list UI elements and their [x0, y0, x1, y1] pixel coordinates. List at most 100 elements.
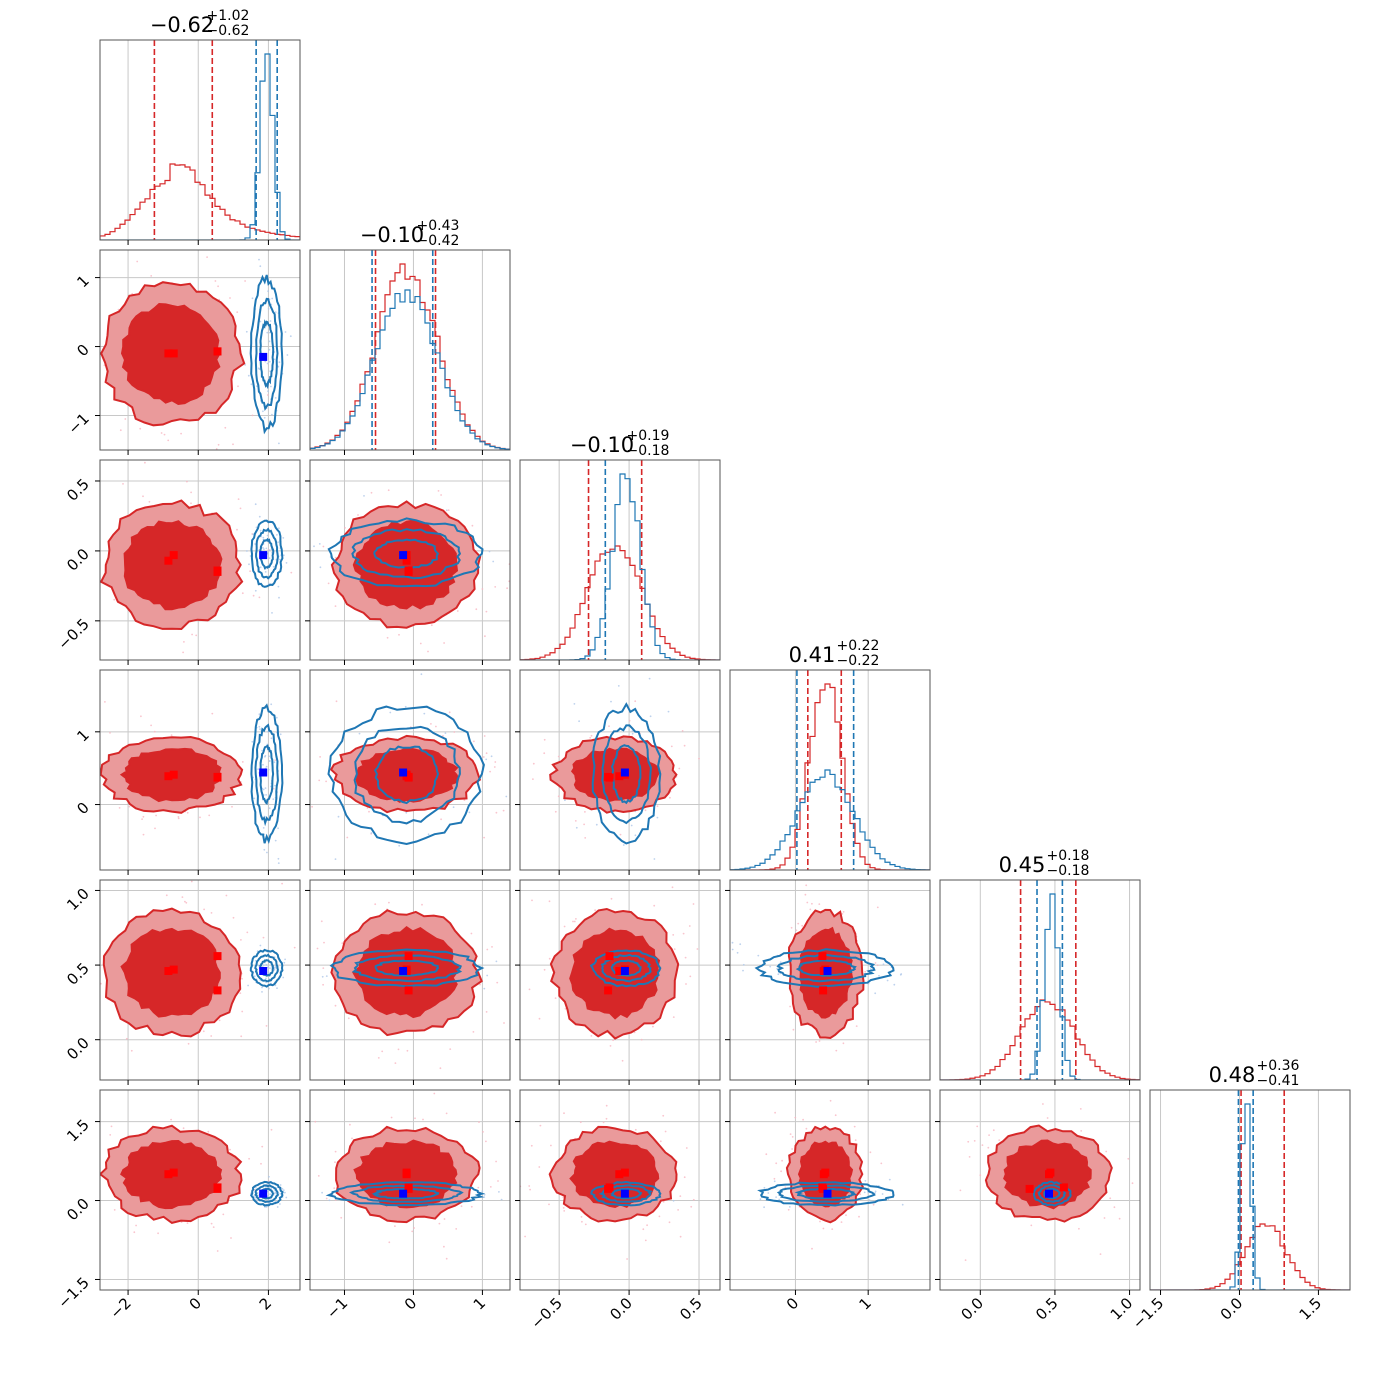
red-sample-point: [562, 1207, 565, 1209]
red-sample-point: [539, 748, 541, 750]
blue-sample-point: [265, 977, 267, 980]
red-sample-point: [543, 752, 546, 755]
red-sample-point: [602, 1121, 605, 1124]
red-sample-point: [483, 836, 485, 839]
red-sample-point: [790, 926, 793, 929]
blue-sample-point: [289, 335, 292, 338]
blue-sample-point: [864, 1180, 867, 1182]
red-sample-point: [394, 1062, 397, 1064]
red-sample-point: [698, 757, 700, 760]
red-sample-point: [142, 815, 145, 818]
red-sample-point: [190, 880, 193, 883]
red-sample-point: [573, 920, 576, 923]
red-sample-point: [53, 1201, 55, 1203]
red-sample-point: [864, 970, 867, 973]
blue-sample-point: [274, 397, 277, 399]
red-sample-point: [224, 426, 227, 429]
blue-sample-point: [261, 991, 263, 993]
blue-sample-point: [266, 1190, 269, 1193]
x-tick-label: −1: [323, 1294, 351, 1322]
blue-sample-point: [281, 1187, 284, 1190]
red-sample-point: [774, 1111, 776, 1114]
blue-sample-point: [265, 765, 268, 768]
blue-sample-point: [370, 832, 373, 834]
red-sample-point: [806, 901, 809, 904]
red-sample-point: [789, 1133, 792, 1135]
blue-sample-point: [901, 1203, 904, 1206]
red-sample-point: [241, 592, 244, 595]
red-sample-point: [270, 1128, 273, 1131]
blue-sample-point: [278, 558, 281, 561]
red-sample-point: [317, 1175, 320, 1177]
red-sample-point: [230, 1237, 232, 1239]
blue-sample-point: [610, 700, 612, 703]
red-sample-point: [557, 755, 560, 758]
panel-title-0: −0.62: [150, 13, 214, 37]
blue-sample-point: [262, 964, 265, 966]
blue-sample-point: [261, 986, 263, 989]
red-marker: [164, 967, 173, 975]
panel-title-4: 0.45: [999, 853, 1046, 877]
blue-sample-point: [266, 331, 269, 334]
blue-sample-point: [267, 768, 270, 771]
red-sample-point: [334, 1004, 337, 1007]
blue-contour: [325, 1181, 486, 1207]
red-sample-point: [241, 977, 243, 980]
blue-sample-point: [775, 1196, 777, 1198]
panel-5-0: −2 0 2 −1.5 0.0 1.5: [53, 1089, 301, 1322]
y-tick-label: 0: [73, 341, 92, 360]
red-sample-point: [809, 908, 812, 911]
blue-contour: [250, 703, 284, 845]
blue-marker: [620, 768, 629, 777]
blue-contour: [589, 949, 662, 988]
red-sample-point: [440, 494, 442, 496]
blue-sample-point: [398, 844, 401, 847]
x-tick-label: 0.0: [606, 1294, 636, 1324]
red-sample-point: [442, 735, 444, 737]
panel-3-1: [305, 669, 541, 875]
red-sample-point: [351, 1137, 353, 1140]
blue-sample-point: [284, 331, 287, 333]
red-sample-point: [683, 1176, 686, 1179]
blue-sample-point: [874, 1190, 877, 1193]
blue-sample-point: [279, 1192, 282, 1195]
red-sample-point: [489, 1186, 492, 1188]
red-sample-point: [858, 1215, 860, 1218]
blue-sample-point: [258, 515, 261, 518]
red-sample-point: [237, 498, 240, 500]
blue-sample-point: [271, 413, 273, 416]
red-sample-point: [472, 1031, 475, 1033]
blue-sample-point: [268, 582, 270, 585]
red-sample-point: [677, 1209, 679, 1211]
blue-sample-point: [262, 763, 264, 766]
red-sample-point: [381, 1050, 384, 1053]
blue-sample-point: [279, 1184, 282, 1186]
panel-frame: [309, 1089, 511, 1291]
blue-sample-point: [483, 987, 486, 990]
red-sample-point: [437, 490, 440, 492]
blue-sample-point: [325, 975, 328, 977]
blue-sample-point: [972, 1193, 974, 1195]
red-sample-point: [662, 1200, 665, 1203]
red-sample-point: [564, 1007, 567, 1010]
panel-3-0: 01: [73, 669, 301, 875]
blue-sample-point: [427, 833, 430, 836]
blue-sample-point: [247, 374, 250, 377]
blue-sample-point: [513, 758, 515, 760]
red-marker: [402, 556, 411, 565]
red-sample-point: [92, 777, 94, 779]
panel-frame: [939, 1089, 1141, 1291]
red-sample-point: [439, 1067, 442, 1070]
red-sample-point: [672, 1016, 675, 1018]
blue-contour: [353, 725, 461, 825]
red-sample-point: [511, 547, 513, 549]
panel-frame: [519, 669, 721, 871]
red-sample-point: [182, 651, 184, 654]
blue-sample-point: [564, 799, 566, 802]
panel-frame: [519, 459, 721, 661]
blue-sample-point: [778, 1198, 781, 1201]
blue-contour: [1043, 1187, 1061, 1200]
blue-sample-point: [277, 541, 279, 544]
red-sample-point: [94, 1151, 96, 1153]
red-sample-point: [537, 771, 539, 773]
